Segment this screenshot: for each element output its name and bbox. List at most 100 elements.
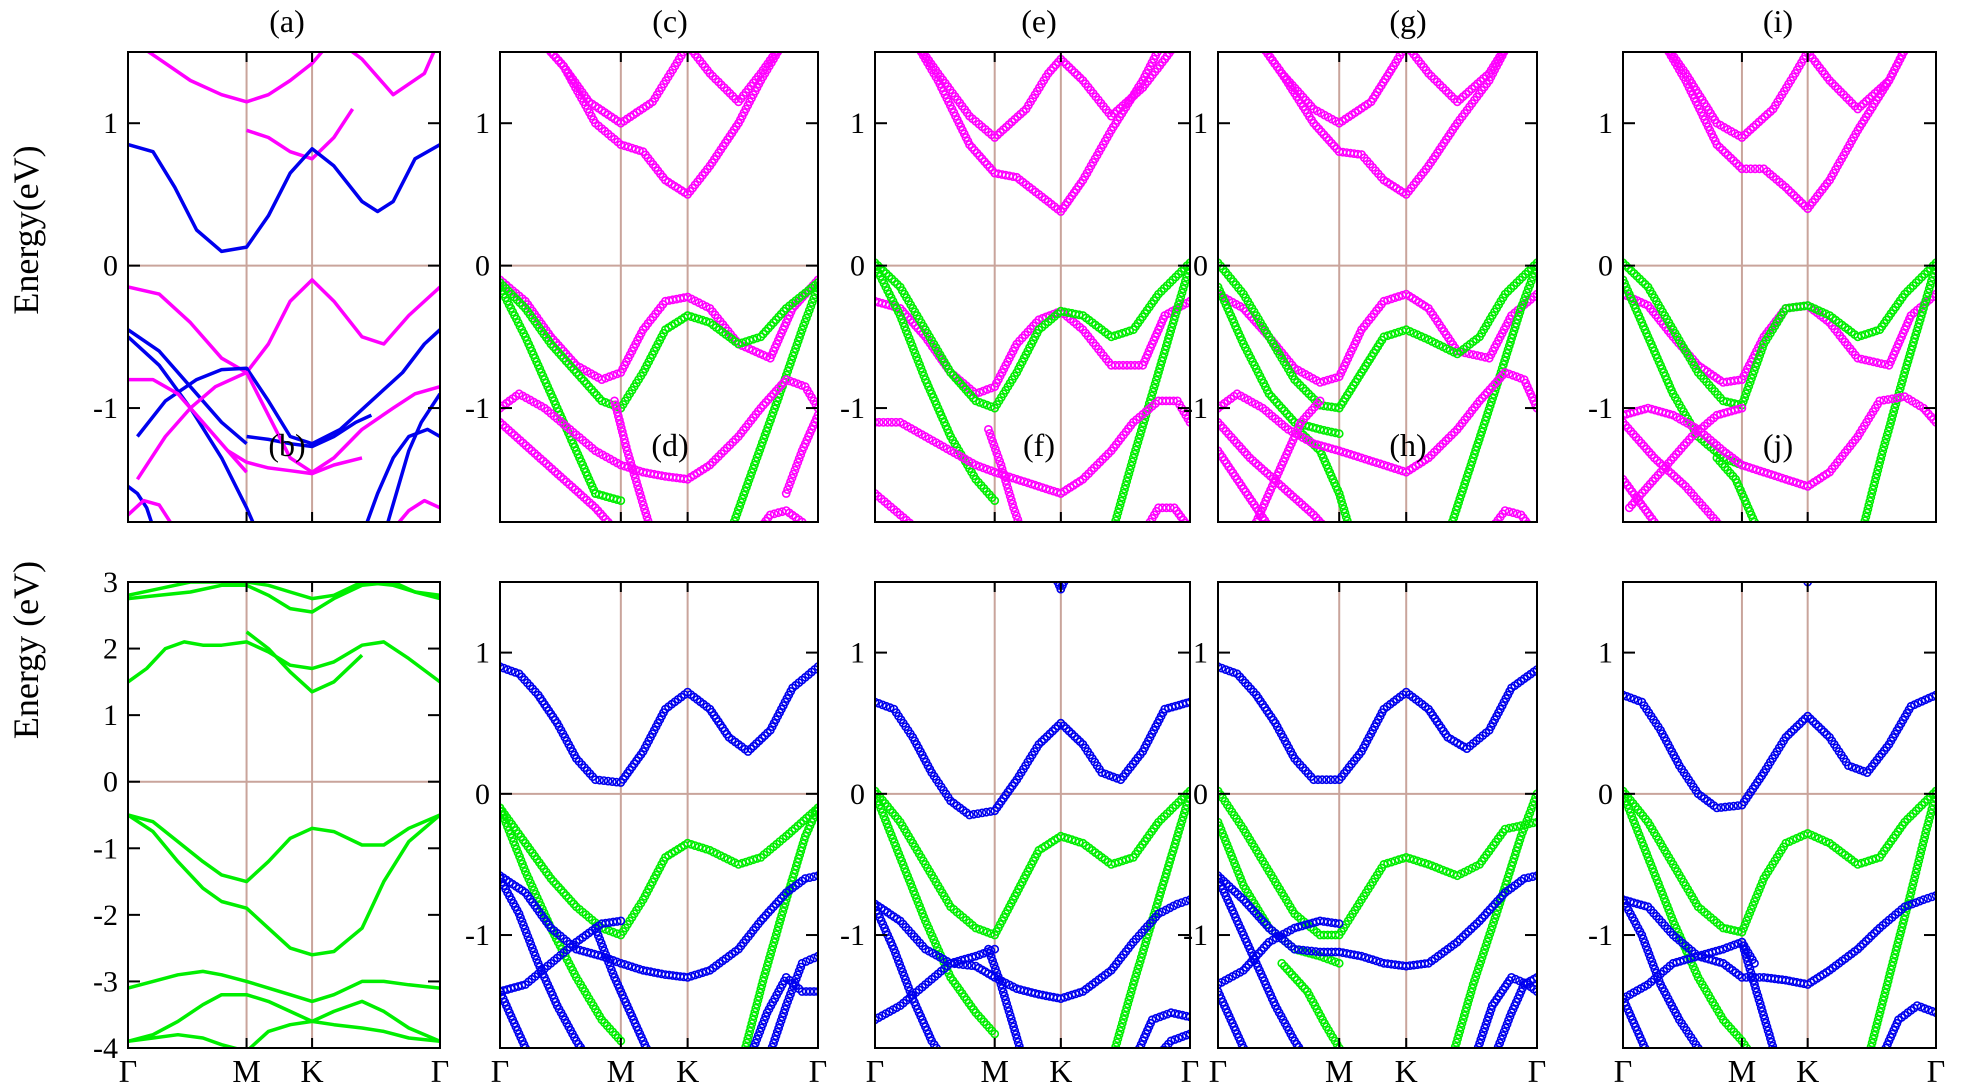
- band-marker: [686, 840, 696, 849]
- band-marker: [1317, 519, 1326, 522]
- band-marker: [1257, 41, 1264, 48]
- band-marker: [783, 34, 790, 41]
- band-marker: [1167, 322, 1177, 332]
- band-marker: [1170, 839, 1180, 849]
- band-marker: [1023, 1066, 1030, 1073]
- band-marker: [1500, 506, 1510, 515]
- band-marker: [748, 464, 758, 474]
- band-marker: [634, 485, 644, 494]
- band-marker: [1457, 487, 1467, 496]
- band-marker: [1342, 516, 1352, 522]
- band-marker: [1128, 453, 1138, 463]
- band-marker: [608, 777, 617, 786]
- band-series: [500, 803, 818, 940]
- band-marker: [925, 535, 932, 542]
- band-marker: [1117, 492, 1127, 502]
- band-series: [1218, 282, 1344, 439]
- band-series: [500, 803, 626, 1046]
- band-marker: [947, 547, 954, 554]
- band-marker: [1482, 412, 1491, 422]
- band-marker: [1499, 52, 1508, 56]
- band-marker: [1114, 330, 1123, 339]
- band-marker: [1156, 887, 1166, 897]
- band-marker: [1175, 37, 1182, 44]
- band-marker: [977, 808, 987, 818]
- band-marker: [1119, 488, 1128, 498]
- x-tick-label: Γ: [809, 1053, 828, 1089]
- band-marker: [1869, 481, 1879, 491]
- band-marker: [737, 858, 747, 868]
- band-marker: [1890, 403, 1900, 413]
- band-marker: [1882, 430, 1892, 440]
- band-marker: [627, 962, 637, 972]
- band-marker: [1062, 724, 1071, 733]
- band-marker: [1718, 524, 1725, 531]
- band-marker: [1872, 358, 1882, 368]
- band-line: [128, 582, 440, 601]
- band-marker: [1181, 518, 1190, 522]
- band-marker: [1514, 311, 1524, 321]
- band-marker: [1051, 571, 1058, 578]
- band-marker: [1470, 449, 1479, 459]
- band-marker: [751, 533, 758, 540]
- y-tick-label: -4: [93, 1032, 118, 1065]
- band-marker: [1113, 1034, 1123, 1044]
- band-marker: [640, 504, 649, 514]
- band-marker: [614, 411, 623, 421]
- band-marker: [1875, 457, 1885, 467]
- band-marker: [1755, 351, 1765, 360]
- band-marker: [989, 440, 999, 450]
- x-tick-label: Γ: [119, 1053, 138, 1089]
- band-marker: [1507, 333, 1516, 343]
- band-marker: [759, 973, 769, 982]
- band-marker: [810, 417, 818, 427]
- band-marker: [1744, 462, 1754, 472]
- band-marker: [1865, 356, 1874, 366]
- band-marker: [1177, 34, 1184, 41]
- band-marker: [1019, 477, 1029, 486]
- x-tick-label: M: [232, 1053, 260, 1089]
- band-marker: [1142, 933, 1152, 943]
- band-marker: [632, 477, 641, 487]
- band-marker: [772, 1027, 782, 1037]
- band-marker: [686, 312, 696, 322]
- x-tick-label: K: [1049, 1053, 1072, 1089]
- band-marker: [1110, 1046, 1119, 1048]
- band-marker: [1114, 504, 1124, 514]
- band-marker: [1898, 375, 1907, 385]
- band-marker: [1018, 1050, 1025, 1057]
- band-marker: [1502, 348, 1512, 358]
- band-marker: [1125, 991, 1135, 1001]
- band-marker: [997, 983, 1007, 993]
- band-line: [396, 498, 440, 522]
- band-marker: [958, 553, 965, 560]
- band-marker: [1326, 775, 1336, 785]
- band-marker: [1907, 34, 1914, 41]
- band-marker: [1121, 1007, 1130, 1016]
- band-marker: [1131, 445, 1140, 455]
- band-series: [875, 489, 965, 560]
- y-tick-label: -1: [1588, 392, 1613, 425]
- y-tick-label: 1: [103, 107, 118, 140]
- band-marker: [1121, 480, 1130, 490]
- band-marker: [1665, 409, 1674, 419]
- y-tick-label: -1: [840, 919, 865, 952]
- band-marker: [1390, 328, 1400, 338]
- band-marker: [631, 144, 641, 154]
- band-marker: [942, 1059, 949, 1066]
- band-marker: [1127, 457, 1137, 467]
- band-marker: [623, 142, 633, 152]
- band-series: [500, 662, 818, 787]
- band-series: [766, 951, 818, 1058]
- band-marker: [1660, 531, 1667, 538]
- band-marker: [1868, 485, 1878, 494]
- band-marker: [1928, 272, 1936, 282]
- band-marker: [1861, 355, 1870, 365]
- band-marker: [766, 1051, 773, 1058]
- band-marker: [1161, 34, 1168, 41]
- band-series: [984, 944, 1030, 1073]
- band-marker: [1074, 310, 1084, 320]
- band-series: [1448, 261, 1537, 522]
- band-marker: [1879, 395, 1889, 405]
- band-marker: [1110, 520, 1119, 522]
